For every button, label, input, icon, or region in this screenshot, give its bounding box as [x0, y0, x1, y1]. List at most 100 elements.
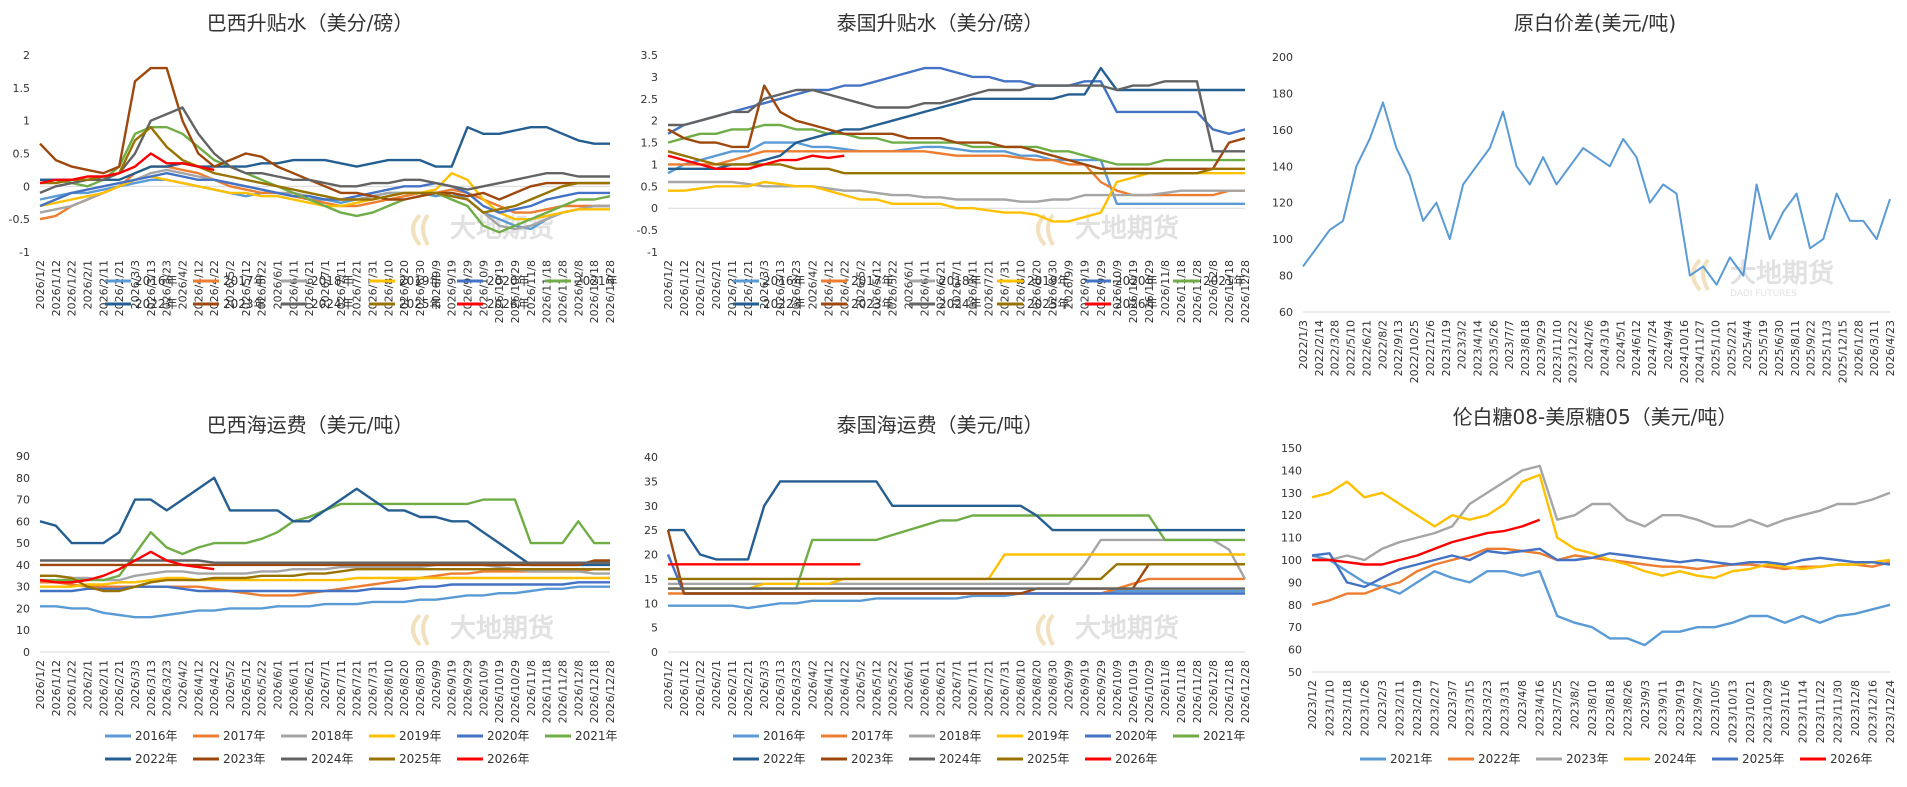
legend-label: 2018年: [311, 729, 354, 743]
series-line-2026年: [39, 550, 215, 584]
x-tick-label: 2026/12/28: [1239, 260, 1252, 323]
y-tick-label: 90: [1288, 576, 1302, 589]
legend-item: 2023年: [821, 297, 894, 311]
y-tick-label: 0.5: [13, 148, 31, 161]
legend-label: 2026年: [1830, 752, 1873, 766]
x-tick-label: 2026/5/22: [256, 260, 269, 316]
series-line-2024年: [1311, 473, 1891, 580]
x-tick-label: 2026/9/9: [1063, 260, 1076, 309]
chart-title: 巴西升贴水（美分/磅）: [207, 11, 414, 35]
x-tick-label: 2026/4/2: [177, 260, 190, 309]
x-tick-label: 2023/10/5: [1709, 680, 1722, 736]
x-tick-label: 2026/11/8: [525, 260, 538, 316]
legend-item: 2017年: [821, 729, 894, 743]
x-tick-label: 2022/12/6: [1424, 320, 1437, 376]
series-line-2025年: [40, 568, 610, 593]
legend-label: 2025年: [1027, 752, 1070, 766]
y-tick-label: 80: [16, 472, 30, 485]
series-line-2024年: [668, 80, 1245, 153]
legend-item: 2016年: [733, 729, 806, 743]
x-tick-label: 2026/12/28: [604, 660, 617, 723]
x-tick-label: 2026/4/22: [208, 260, 221, 316]
x-tick-label: 2026/1/12: [50, 660, 63, 716]
x-tick-label: 2026/9/29: [1095, 660, 1108, 716]
y-tick-label: 50: [16, 537, 30, 550]
x-tick-label: 2026/10/19: [493, 660, 506, 723]
x-tick-label: 2026/9/29: [1095, 260, 1108, 316]
legend-item: 2023年: [1536, 752, 1609, 766]
x-tick-label: 2026/7/1: [951, 660, 964, 709]
x-tick-label: 2026/3/23: [161, 660, 174, 716]
x-tick-label: 2026/7/11: [967, 660, 980, 716]
legend-item: 2026年: [457, 752, 530, 766]
x-tick-label: 2026/3/13: [145, 260, 158, 316]
series-line-2026年: [39, 152, 215, 185]
x-tick-label: 2026/2/21: [742, 660, 755, 716]
x-tick-label: 2025/4/4: [1741, 320, 1754, 369]
x-tick-label: 2023/10/29: [1761, 680, 1774, 743]
x-tick-label: 2024/2/6: [1583, 320, 1596, 369]
series-line-2017年: [39, 165, 610, 221]
x-tick-label: 2023/3/2: [1456, 320, 1469, 369]
chart-title: 原白价差(美元/吨): [1514, 11, 1676, 35]
y-tick-label: 60: [1288, 644, 1302, 657]
legend-item: 2024年: [281, 752, 354, 766]
series-line-2021年: [667, 123, 1245, 166]
x-tick-label: 2026/1/22: [694, 660, 707, 716]
x-tick-label: 2024/5/1: [1614, 320, 1627, 369]
x-tick-label: 2022/3/28: [1329, 320, 1342, 376]
x-tick-label: 2026/12/8: [1207, 660, 1220, 716]
x-tick-label: 2026/9/9: [1063, 660, 1076, 709]
series-line-2018年: [668, 538, 1247, 585]
x-tick-label: 2026/9/19: [446, 260, 459, 316]
x-tick-label: 2025/8/11: [1789, 320, 1802, 376]
x-tick-label: 2023/9/19: [1674, 680, 1687, 736]
legend-item: 2020年: [1085, 729, 1158, 743]
x-tick-label: 2026/10/9: [477, 260, 490, 316]
series-line-2026年: [1312, 518, 1541, 566]
x-tick-label: 2026/7/31: [999, 260, 1012, 316]
x-tick-label: 2026/6/11: [918, 660, 931, 716]
x-tick-label: 2026/1/28: [1852, 320, 1865, 376]
y-tick-label: 2: [651, 115, 658, 128]
x-tick-label: 2025/9/22: [1805, 320, 1818, 376]
x-tick-label: 2026/5/12: [240, 660, 253, 716]
x-tick-label: 2022/10/25: [1408, 320, 1421, 383]
y-tick-label: 1: [23, 115, 30, 128]
y-tick-label: 60: [16, 515, 30, 528]
x-tick-label: 2026/6/1: [902, 260, 915, 309]
legend-label: 2021年: [1203, 729, 1246, 743]
x-tick-label: 2026/4/2: [806, 260, 819, 309]
x-tick-label: 2026/9/9: [430, 260, 443, 309]
x-tick-label: 2026/5/2: [854, 260, 867, 309]
x-tick-label: 2026/11/18: [541, 660, 554, 723]
legend-item: 2016年: [733, 274, 806, 288]
x-tick-label: 2023/1/26: [1359, 680, 1372, 736]
legend-item: 2025年: [997, 297, 1070, 311]
legend-label: 2022年: [763, 297, 806, 311]
x-tick-label: 2026/12/8: [1207, 260, 1220, 316]
x-tick-label: 2026/2/11: [726, 260, 739, 316]
x-tick-label: 2026/4/22: [838, 660, 851, 716]
x-tick-label: 2026/1/12: [678, 260, 691, 316]
x-tick-label: 2024/7/24: [1646, 320, 1659, 376]
x-tick-label: 2024/9/4: [1662, 320, 1675, 369]
series-line-2021年: [40, 126, 611, 234]
x-tick-label: 2026/11/28: [557, 260, 570, 323]
y-tick-label: 10: [644, 597, 658, 610]
legend-label: 2017年: [223, 274, 266, 288]
series-line-2016年: [668, 589, 1245, 610]
x-tick-label: 2025/5/19: [1757, 320, 1770, 376]
x-tick-label: 2023/3/31: [1499, 680, 1512, 736]
legend-label: 2021年: [1203, 274, 1246, 288]
y-tick-label: 80: [1288, 599, 1302, 612]
x-tick-label: 2026/4/12: [192, 260, 205, 316]
legend-label: 2025年: [1027, 297, 1070, 311]
legend-label: 2022年: [135, 752, 178, 766]
legend-item: 2024年: [281, 297, 354, 311]
x-tick-label: 2026/4/23: [1884, 320, 1897, 376]
watermark-text: 大地期货: [1075, 213, 1179, 244]
series-line-2025年: [40, 126, 610, 214]
legend-label: 2020年: [487, 729, 530, 743]
x-tick-label: 2026/2/11: [97, 260, 110, 316]
